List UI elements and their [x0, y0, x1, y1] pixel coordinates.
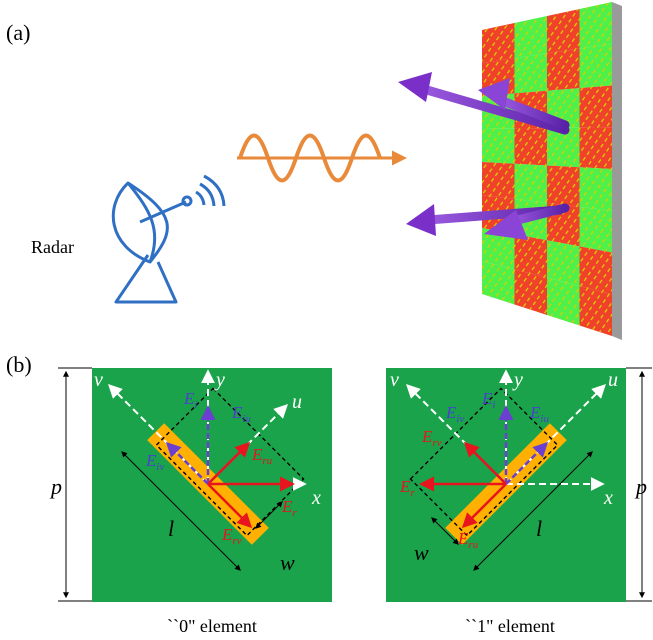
metasurface-cell-pattern	[547, 9, 580, 54]
metasurface-cell-pattern	[579, 43, 612, 89]
metasurface-board	[482, 2, 622, 340]
panel-a-label: (a)	[6, 20, 30, 45]
element-1-l-dimension	[473, 451, 593, 571]
element-1-y-label: y	[512, 369, 523, 391]
metasurface-cell-pattern	[482, 128, 515, 164]
element-0-l-dimension	[121, 451, 241, 571]
metasurface-cell-pattern	[579, 246, 612, 295]
element-0-p-label: p	[49, 474, 62, 499]
element-0-w-label: w	[280, 550, 295, 575]
element-0-Eru-label: Eru	[251, 445, 273, 467]
metasurface-cell-pattern	[579, 206, 612, 253]
element-0-Ei-label: Ei	[183, 389, 197, 411]
element-1-w-label: w	[414, 540, 429, 565]
element-0-y-label: y	[214, 369, 225, 391]
element-1-x-label: x	[603, 487, 613, 509]
reflected-beam-icon	[398, 72, 570, 240]
element-0-v-label: v	[94, 369, 103, 391]
panel-a: (a) Radar	[6, 2, 622, 340]
metasurface-cell-pattern	[514, 234, 547, 278]
element-0-Eru-vector	[207, 441, 251, 485]
radar-dish-icon	[111, 174, 226, 304]
element-0-Er-label: Er	[281, 497, 297, 519]
element-0-w-dimension	[255, 501, 283, 529]
metasurface-cell-pattern	[547, 127, 580, 168]
element-1-Eru-vector	[461, 483, 507, 529]
element-1-Eiu-label: Eiu	[529, 403, 549, 425]
metasurface-cell-pattern	[482, 228, 515, 270]
metasurface-cell-pattern	[579, 2, 612, 49]
element-0-Erv-vector	[207, 483, 253, 529]
metasurface-cell-pattern	[482, 23, 515, 63]
element-1-Er-label: Er	[399, 477, 415, 499]
element-1-u-label: u	[608, 369, 618, 391]
metasurface-cell-pattern	[482, 261, 515, 305]
metasurface-cell-pattern	[514, 269, 547, 315]
element-0-l-label: l	[168, 516, 174, 541]
radar-label: Radar	[31, 237, 74, 257]
metasurface-cell-pattern	[514, 16, 547, 59]
metasurface-cell-pattern	[514, 163, 547, 203]
wave-icon	[237, 133, 407, 183]
element-0-Eiv-vector	[165, 441, 209, 485]
metasurface-cell-pattern	[579, 167, 612, 211]
element-1-Eiv-label: Eiv	[445, 403, 464, 425]
element-1-Eru-label: Eru	[457, 529, 479, 551]
panel-b: (b) p l w x	[6, 352, 652, 636]
element-1-Erv-vector	[463, 441, 507, 485]
element-1-Ei-label: Ei	[481, 389, 495, 411]
metasurface-cell-pattern	[547, 240, 580, 286]
metasurface-cell-pattern	[482, 162, 515, 199]
element-0-u-label: u	[292, 391, 302, 413]
element-1-v-label: v	[390, 369, 399, 391]
element-0: p l w x y u v	[49, 367, 332, 636]
metasurface-cell-pattern	[579, 127, 612, 169]
element-1-w-dimension	[431, 517, 459, 545]
panel-b-label: (b)	[6, 352, 32, 377]
element-1-Erv-label: Erv	[421, 427, 442, 449]
metasurface-cell-pattern	[579, 85, 612, 128]
metasurface-cell-pattern	[547, 165, 580, 207]
element-1: p l w x y u v	[386, 367, 652, 636]
element-1-period-dimension: p	[626, 367, 652, 602]
element-0-Erv-label: Erv	[221, 525, 242, 547]
metasurface-cell-pattern	[579, 285, 612, 336]
element-1-l-label: l	[536, 516, 542, 541]
element-0-Eiu-label: Eiu	[231, 403, 251, 425]
metasurface-cell-pattern	[514, 128, 547, 166]
element-1-caption: ``1" element	[465, 616, 555, 636]
element-1-Eiu-vector	[505, 441, 549, 485]
metasurface-edge	[612, 2, 622, 340]
metasurface-cell-pattern	[514, 53, 547, 94]
element-0-period-dimension: p	[49, 367, 92, 602]
metasurface-cell-pattern	[547, 48, 580, 91]
metasurface-cell-pattern	[547, 277, 580, 326]
element-0-Eiv-label: Eiv	[145, 451, 164, 473]
element-0-caption: ``0" element	[167, 616, 257, 636]
element-1-p-label: p	[634, 474, 647, 499]
element-0-x-label: x	[311, 487, 321, 509]
